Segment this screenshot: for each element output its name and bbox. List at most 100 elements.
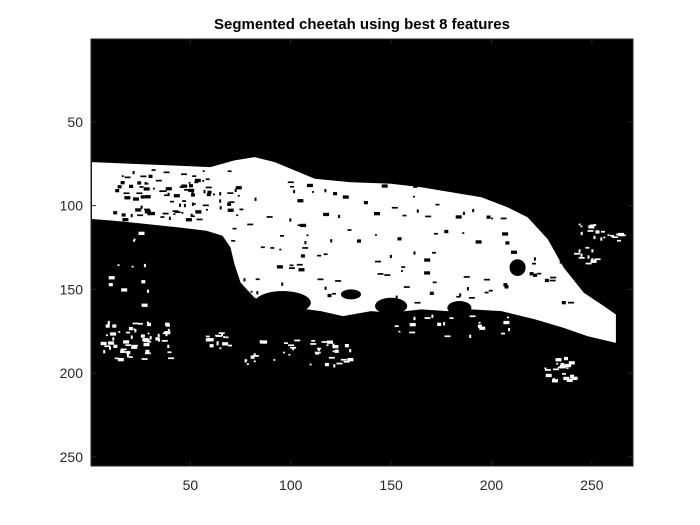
- noise-pixel: [194, 181, 199, 184]
- noise-pixel: [478, 321, 481, 324]
- noise-pixel: [121, 175, 124, 177]
- noise-pixel: [128, 356, 133, 358]
- noise-pixel: [564, 356, 568, 361]
- noise-pixel: [312, 191, 314, 193]
- noise-pixel: [416, 209, 419, 213]
- noise-pixel: [508, 327, 511, 332]
- noise-pixel: [310, 343, 317, 345]
- noise-pixel: [324, 362, 329, 367]
- noise-pixel: [206, 192, 211, 197]
- noise-pixel: [591, 249, 594, 253]
- noise-pixel: [395, 295, 398, 299]
- noise-pixel: [212, 193, 215, 196]
- noise-pixel: [463, 276, 470, 278]
- noise-pixel: [112, 337, 115, 341]
- noise-pixel: [557, 196, 562, 200]
- noise-pixel: [566, 378, 573, 382]
- noise-pixel: [424, 258, 431, 262]
- noise-pixel: [194, 178, 201, 183]
- noise-pixel: [113, 344, 118, 348]
- noise-pixel: [138, 322, 143, 325]
- noise-pixel: [317, 347, 321, 350]
- noise-pixel: [167, 351, 172, 354]
- noise-pixel: [181, 184, 188, 188]
- noise-pixel: [444, 335, 451, 338]
- noise-pixel: [483, 278, 490, 281]
- noise-pixel: [239, 208, 244, 211]
- noise-pixel: [221, 333, 223, 337]
- noise-pixel: [547, 216, 550, 219]
- noise-pixel: [283, 351, 286, 354]
- noise-pixel: [484, 291, 489, 294]
- noise-pixel: [519, 209, 522, 213]
- noise-pixel: [443, 322, 446, 326]
- noise-pixel: [505, 241, 510, 245]
- noise-pixel: [131, 265, 134, 268]
- noise-pixel: [306, 234, 309, 237]
- noise-pixel: [159, 190, 162, 193]
- noise-pixel: [403, 286, 410, 288]
- noise-pixel: [157, 333, 160, 338]
- noise-pixel: [132, 322, 139, 325]
- noise-pixel: [532, 262, 536, 265]
- noise-pixel: [105, 334, 108, 337]
- noise-pixel: [564, 229, 567, 233]
- noise-pixel: [374, 212, 380, 216]
- noise-pixel: [133, 238, 136, 241]
- noise-pixel: [231, 240, 236, 242]
- noise-pixel: [324, 189, 327, 193]
- x-tick-label: 100: [279, 477, 303, 493]
- noise-pixel: [472, 208, 475, 213]
- y-tick-label: 150: [60, 281, 84, 297]
- noise-pixel: [288, 353, 291, 356]
- noise-pixel: [533, 273, 538, 277]
- noise-pixel: [181, 173, 187, 176]
- noise-pixel: [144, 208, 151, 211]
- noise-pixel: [433, 232, 438, 235]
- noise-pixel: [456, 295, 461, 298]
- noise-pixel: [309, 363, 312, 366]
- noise-pixel: [148, 174, 153, 178]
- noise-pixel: [223, 336, 226, 338]
- noise-pixel: [462, 232, 465, 234]
- noise-pixel: [123, 340, 130, 344]
- noise-pixel: [104, 345, 111, 348]
- noise-pixel: [502, 232, 509, 236]
- noise-pixel: [297, 199, 304, 203]
- noise-pixel: [363, 201, 368, 205]
- noise-pixel: [141, 280, 146, 284]
- noise-pixel: [117, 264, 120, 266]
- chart-title: Segmented cheetah using best 8 features: [214, 16, 510, 33]
- noise-pixel: [227, 170, 232, 173]
- noise-pixel: [219, 347, 222, 350]
- noise-pixel: [462, 188, 467, 192]
- noise-pixel: [585, 246, 590, 249]
- noise-pixel: [444, 229, 449, 234]
- noise-pixel: [566, 367, 569, 369]
- noise-pixel: [280, 235, 284, 237]
- dark-patch: [340, 289, 361, 300]
- noise-pixel: [120, 348, 127, 351]
- noise-pixel: [449, 317, 454, 319]
- noise-pixel: [126, 354, 129, 358]
- noise-pixel: [144, 210, 151, 214]
- noise-pixel: [455, 215, 462, 219]
- noise-pixel: [109, 346, 111, 350]
- noise-pixel: [289, 264, 294, 267]
- noise-pixel: [165, 332, 168, 337]
- noise-pixel: [140, 205, 143, 209]
- noise-pixel: [504, 285, 509, 289]
- noise-pixel: [323, 253, 328, 256]
- noise-pixel: [590, 224, 597, 227]
- noise-pixel: [146, 321, 149, 324]
- noise-pixel: [559, 260, 566, 264]
- noise-pixel: [565, 260, 570, 263]
- noise-pixel: [333, 192, 338, 196]
- noise-pixel: [549, 279, 556, 282]
- noise-pixel: [190, 213, 193, 217]
- noise-pixel: [340, 358, 347, 361]
- noise-pixel: [147, 289, 149, 293]
- noise-pixel: [202, 204, 209, 207]
- noise-pixel: [290, 185, 295, 188]
- noise-pixel: [400, 304, 407, 309]
